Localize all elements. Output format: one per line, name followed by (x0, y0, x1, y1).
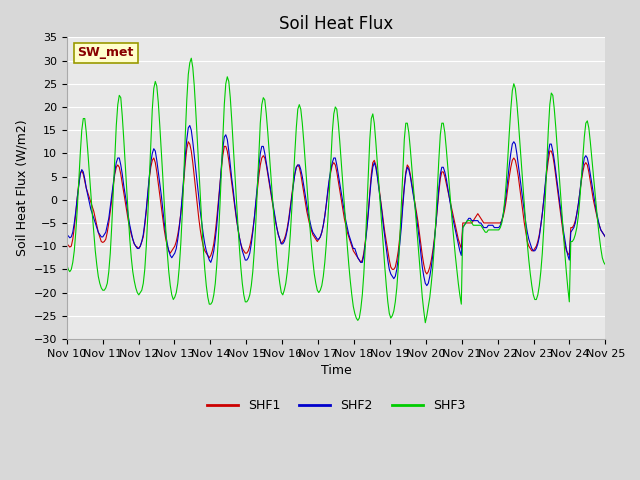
Line: SHF3: SHF3 (67, 58, 605, 323)
SHF3 (63, 262, 70, 267)
Y-axis label: Soil Heat Flux (W/m2): Soil Heat Flux (W/m2) (15, 120, 28, 256)
Line: SHF2: SHF2 (67, 125, 605, 286)
SHF2 (423, 283, 431, 288)
SHF3 (300, 139, 308, 144)
X-axis label: Time: Time (321, 364, 351, 377)
SHF2 (575, 202, 582, 207)
SHF2 (129, 236, 136, 242)
SHF3 (243, 299, 251, 305)
SHF3 (188, 55, 195, 61)
SHF3 (602, 262, 609, 267)
SHF1 (252, 202, 260, 207)
SHF2 (602, 234, 609, 240)
SHF1 (63, 241, 70, 247)
SHF2 (300, 183, 308, 189)
SHF1 (300, 190, 308, 196)
SHF1 (423, 271, 431, 277)
SHF3 (252, 220, 260, 226)
Line: SHF1: SHF1 (67, 142, 605, 274)
SHF1 (243, 250, 251, 256)
SHF1 (225, 157, 232, 163)
SHF3 (225, 79, 232, 84)
SHF3 (575, 213, 582, 219)
SHF1 (129, 236, 136, 242)
Text: SW_met: SW_met (77, 47, 134, 60)
Legend: SHF1, SHF2, SHF3: SHF1, SHF2, SHF3 (202, 394, 470, 417)
SHF2 (63, 232, 70, 238)
Title: Soil Heat Flux: Soil Heat Flux (279, 15, 393, 33)
SHF2 (252, 199, 260, 205)
SHF2 (243, 257, 251, 263)
SHF2 (225, 148, 232, 154)
SHF3 (129, 269, 136, 275)
SHF1 (602, 234, 609, 240)
SHF1 (184, 139, 192, 144)
SHF1 (575, 202, 582, 207)
SHF2 (186, 122, 194, 128)
SHF3 (422, 320, 429, 325)
